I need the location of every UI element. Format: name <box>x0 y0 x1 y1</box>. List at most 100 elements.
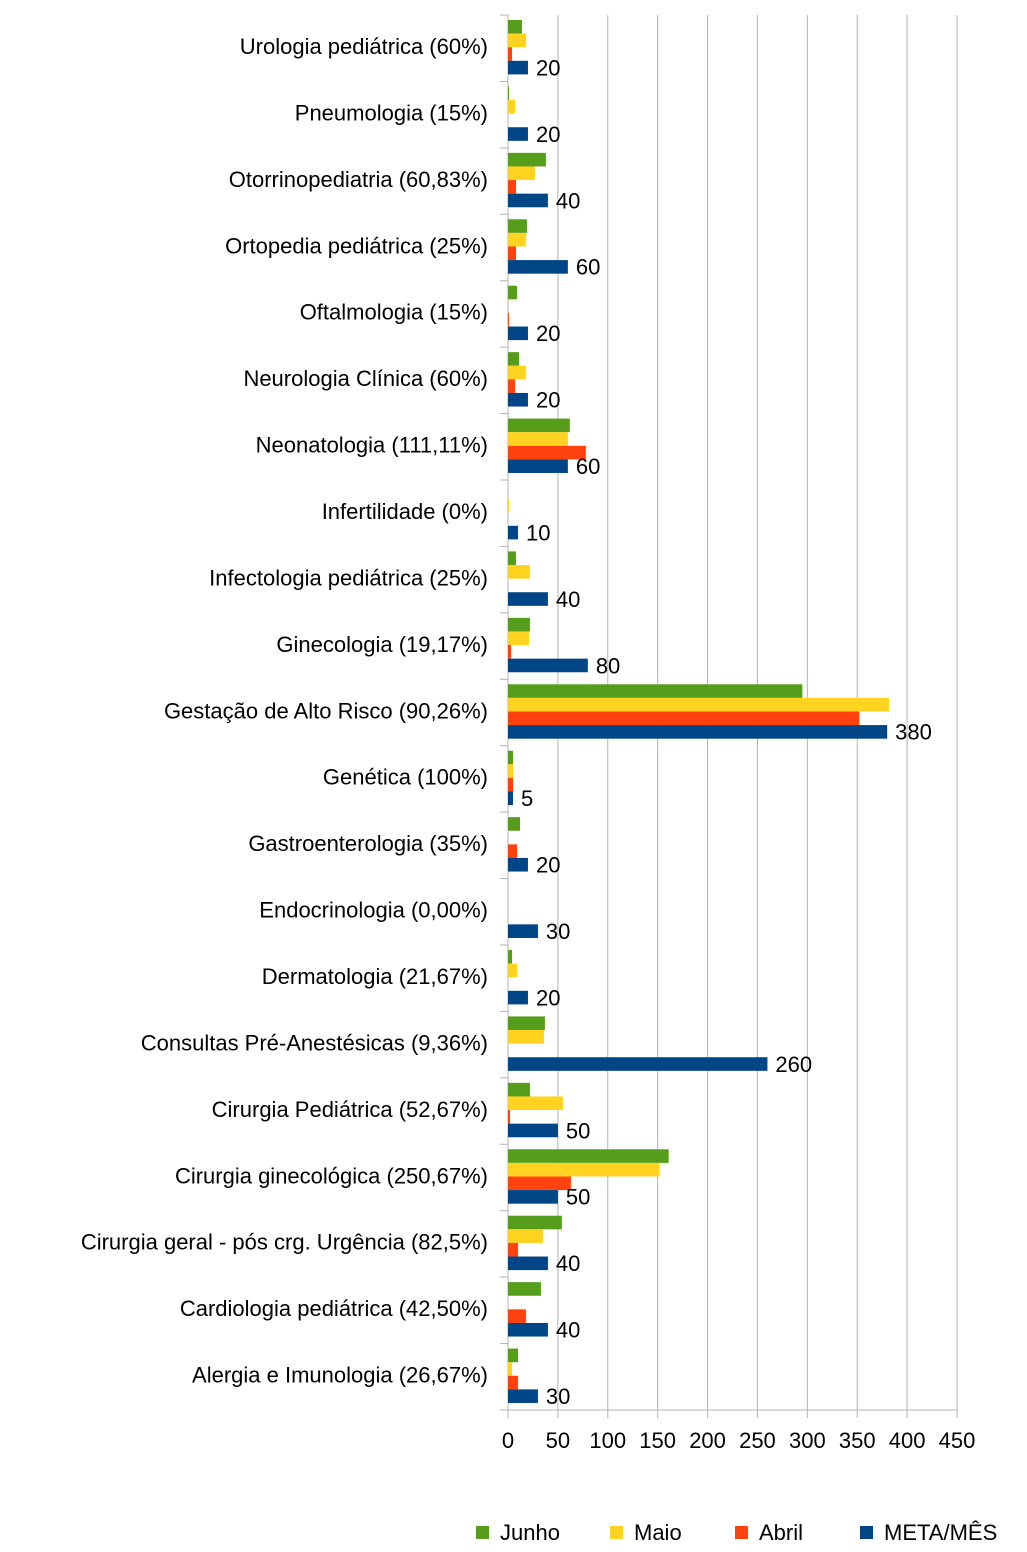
y-tick-label: Cirurgia Pediátrica (52,67%) <box>212 1097 488 1122</box>
y-tick-label: Cirurgia geral - pós crg. Urgência (82,5… <box>81 1230 488 1255</box>
bar <box>508 152 546 167</box>
bar <box>508 1123 558 1138</box>
bar <box>508 1242 518 1257</box>
bar <box>508 1375 518 1390</box>
y-tick-label: Infectologia pediátrica (25%) <box>209 565 488 590</box>
bar <box>508 365 526 380</box>
y-tick-label: Pneumologia (15%) <box>295 100 488 125</box>
bar <box>508 326 528 341</box>
legend-swatch <box>610 1526 623 1539</box>
bar <box>508 1348 518 1363</box>
legend-swatch <box>860 1526 873 1539</box>
x-tick-label: 350 <box>839 1428 876 1453</box>
x-tick-label: 450 <box>939 1428 976 1453</box>
bar <box>508 1110 510 1124</box>
bar <box>508 1096 563 1111</box>
y-tick-label: Gestação de Alto Risco (90,26%) <box>164 698 488 723</box>
x-tick-label: 250 <box>739 1428 776 1453</box>
y-tick-label: Neonatologia (111,11%) <box>256 433 488 458</box>
bar <box>508 60 528 75</box>
legend-label: META/MÊS <box>884 1520 997 1545</box>
bar <box>508 392 528 407</box>
bar <box>508 645 511 659</box>
bar <box>508 285 517 300</box>
bar <box>508 592 548 606</box>
bar <box>508 764 513 778</box>
bar <box>508 86 509 101</box>
y-tick-label: Gastroenterologia (35%) <box>248 831 488 856</box>
y-tick-label: Ortopedia pediátrica (25%) <box>225 233 488 258</box>
bar <box>508 750 513 765</box>
bar <box>508 232 526 247</box>
bar <box>508 777 513 792</box>
bar <box>508 725 888 739</box>
data-label: 20 <box>536 853 560 878</box>
bar <box>508 1389 538 1403</box>
bar <box>508 631 529 646</box>
bar <box>508 697 890 712</box>
bar <box>508 445 586 460</box>
y-tick-label: Cirurgia ginecológica (250,67%) <box>175 1163 488 1188</box>
bar <box>508 791 513 806</box>
y-tick-label: Neurologia Clínica (60%) <box>243 366 488 391</box>
bar <box>508 1322 548 1337</box>
x-tick-label: 50 <box>546 1428 570 1453</box>
bar <box>508 551 516 566</box>
y-tick-label: Urologia pediátrica (60%) <box>240 34 488 59</box>
x-tick-label: 400 <box>889 1428 926 1453</box>
bar <box>508 857 528 872</box>
bar <box>508 1082 530 1097</box>
data-label: 20 <box>536 388 560 413</box>
bar <box>508 379 515 393</box>
bar <box>508 617 530 632</box>
y-tick-label: Alergia e Imunologia (26,67%) <box>192 1363 488 1388</box>
bar <box>508 418 570 433</box>
bar <box>508 924 538 938</box>
data-label: 40 <box>556 587 580 612</box>
bar <box>508 260 568 274</box>
bar <box>508 432 568 446</box>
bar <box>508 193 548 208</box>
bar <box>508 1030 544 1044</box>
data-label: 380 <box>895 720 932 745</box>
bar <box>508 1016 545 1031</box>
data-label: 80 <box>596 653 620 678</box>
bar <box>508 100 515 114</box>
bar <box>508 990 528 1005</box>
bar <box>508 711 860 726</box>
data-label: 20 <box>536 122 560 147</box>
data-label: 30 <box>546 919 570 944</box>
y-tick-label: Consultas Pré-Anestésicas (9,36%) <box>141 1030 488 1055</box>
bar <box>508 1309 526 1323</box>
x-tick-label: 300 <box>789 1428 826 1453</box>
bar <box>508 1057 768 1071</box>
data-label: 40 <box>556 188 580 213</box>
bar <box>508 312 509 327</box>
bar <box>508 246 516 261</box>
bar <box>508 20 522 34</box>
bar <box>508 166 535 181</box>
y-tick-label: Otorrinopediatria (60,83%) <box>229 167 488 192</box>
x-tick-label: 150 <box>639 1428 676 1453</box>
bar <box>508 1162 660 1177</box>
bar <box>508 219 527 233</box>
bar <box>508 1176 571 1191</box>
data-label: 10 <box>526 520 550 545</box>
data-label: 5 <box>521 786 533 811</box>
legend-swatch <box>735 1526 748 1539</box>
data-label: 20 <box>536 321 560 346</box>
y-tick-label: Oftalmologia (15%) <box>300 300 488 325</box>
legend-label: Maio <box>634 1520 682 1545</box>
x-tick-label: 200 <box>689 1428 726 1453</box>
bar <box>508 1362 512 1376</box>
data-label: 20 <box>536 985 560 1010</box>
data-label: 30 <box>546 1384 570 1409</box>
bar <box>508 1215 562 1230</box>
legend-label: Junho <box>500 1520 560 1545</box>
bar <box>508 658 588 673</box>
bar <box>508 844 517 858</box>
bar <box>508 684 803 698</box>
legend-label: Abril <box>759 1520 803 1545</box>
bar <box>508 1229 543 1243</box>
